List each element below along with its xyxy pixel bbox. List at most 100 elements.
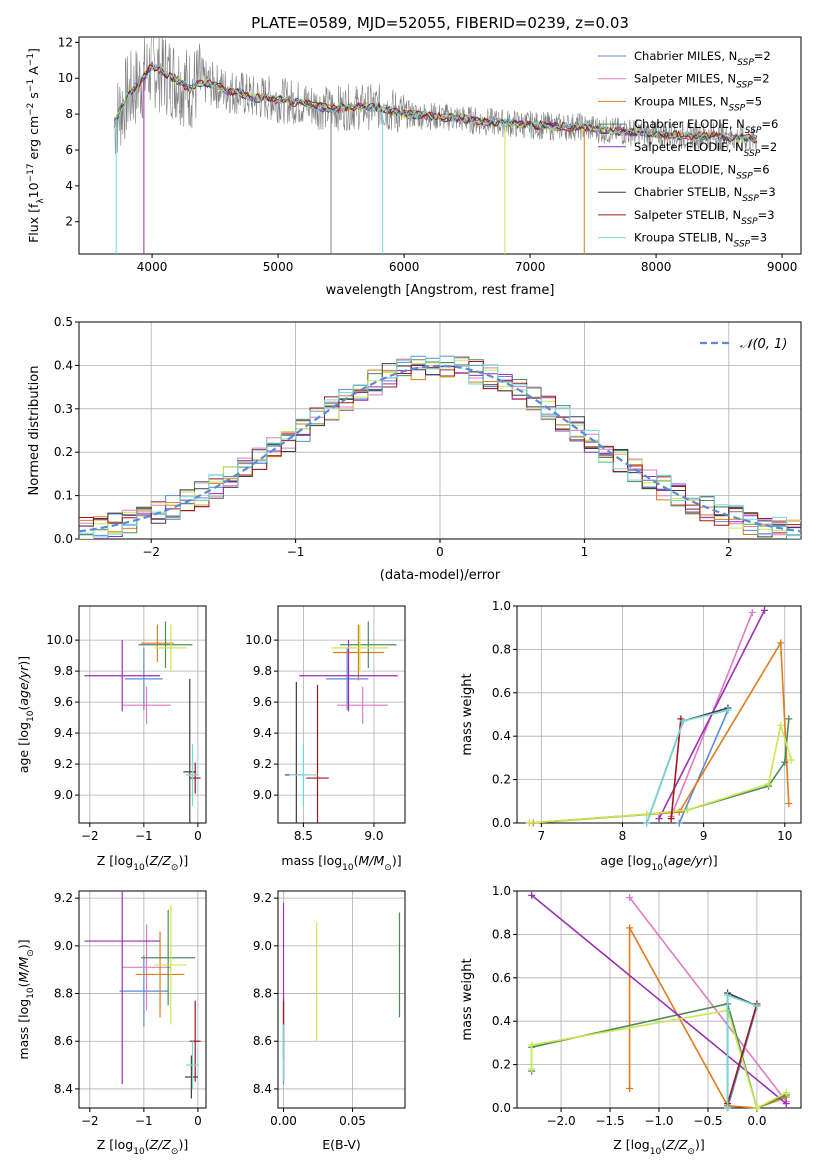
x-tick-label: 0 [194,1114,202,1128]
axes-frame [78,890,207,1109]
label-fragment: Salpeter MILES, N [634,72,736,86]
weight-marker [675,819,683,827]
y-tick-label: 8.4 [54,1082,73,1096]
y-tick-label: 9.4 [54,726,73,740]
x-axis-label: mass [log10(M/M⊙)] [281,853,401,873]
label-fragment: Z/Z [665,1137,688,1152]
y-tick-label: 0.4 [492,729,511,743]
weight-marker [753,1104,761,1112]
label-fragment: Kroupa ELODIE, N [634,163,736,177]
weight-marker [724,1104,732,1112]
y-tick-label: 1.0 [492,599,511,613]
label-fragment: Z [log [97,853,133,868]
label-fragment: 10 [133,863,145,873]
y-tick-label: 8.8 [253,987,272,1001]
y-tick-label: 9.0 [54,939,73,953]
label-fragment: 10 [133,1147,145,1157]
y-tick-label: 4 [65,179,73,193]
y-tick-label: 8.6 [54,1034,73,1048]
label-fragment: )] [708,853,718,868]
y-tick-label: 9.2 [54,891,73,905]
residuals-panel: −2 −1 0 1 2 0.0 0.1 0.2 0.3 0.4 0.5 (data-model)/er… [27,315,802,583]
weight-lines [528,891,790,1112]
label-fragment: SSP [742,194,759,204]
label-fragment: )] [392,853,402,868]
label-fragment: 10 [26,182,41,198]
x-tick-label: 2 [725,545,733,559]
label-fragment: mass [log [16,999,31,1060]
weight-marker [675,808,683,816]
y-tick-label: 2 [65,215,73,229]
figure-title: PLATE=0589, MJD=52055, FIBERID=0239, z=0… [251,14,629,32]
label-fragment: age [log [16,722,31,773]
label-fragment: Flux [f [26,203,41,243]
y-tick-label: 9.0 [253,939,272,953]
x-tick-label: −1 [287,545,305,559]
label-fragment: SSP [729,103,746,113]
error-bars [285,621,398,823]
weight-marker [785,715,793,723]
y-tick-label: 8.4 [253,1082,272,1096]
weight-marker [683,806,691,814]
histograms [79,355,801,539]
label-fragment: ⊙ [171,1147,179,1157]
weight-marker [724,991,732,999]
y-tick-label: 0.2 [492,773,511,787]
x-axis-label: Z [log10(Z/Z⊙)] [613,1137,704,1157]
y-tick-label: 8.6 [253,1034,272,1048]
y-axis-label-group: Flux [fλ10−17 erg cm−2 s−1 A−1] [26,48,46,243]
axes-frame [78,605,207,824]
spectrum-panel: 4000 5000 6000 7000 8000 9000 2 4 6 8 10 12 waveleng… [26,35,802,298]
axes-frame [516,605,802,824]
x-tick-label: −2 [142,545,160,559]
label-fragment: ( [354,853,359,868]
weight-marker [748,609,756,617]
y-tick-label: 0.8 [492,927,511,941]
label-fragment: 10 [342,863,354,873]
x-axis-label: (data-model)/error [380,568,501,583]
legend: 𝒩(0, 1) [700,337,787,352]
label-fragment: ( [663,853,668,868]
label-fragment: 10 [26,987,36,999]
x-tick-label: −1 [135,829,153,843]
model-spectrum [113,62,758,143]
weight-marker [785,799,793,807]
label-fragment: ( [16,982,31,987]
weight-marker [626,924,634,932]
x-tick-label: 5000 [263,260,294,274]
y-tick-label: 9.8 [253,664,272,678]
label-fragment: ( [145,1137,150,1152]
label-fragment: ⊙ [171,863,179,873]
normal-curve [79,364,801,533]
y-axis-label: mass [log10(M/M⊙)] [16,939,36,1059]
label-fragment: SSP [744,149,761,159]
weight-marker [528,891,536,899]
label-fragment: Salpeter ELODIE, N [634,140,744,154]
legend-label: Chabrier MILES, NSSP=2 [634,49,771,68]
y-tick-label: 0.6 [492,971,511,985]
x-tick-label: −2 [81,829,99,843]
label-fragment: s [26,92,41,103]
y-axis-label-group: Normed distribution [27,366,42,496]
y-tick-label: 0.0 [492,1101,511,1115]
y-tick-label: 0.2 [54,445,73,459]
label-fragment: Z/Z [149,853,172,868]
legend-label: Chabrier ELODIE, NSSP=6 [634,117,778,136]
label-fragment: SSP [736,172,753,182]
y-tick-label: 9.2 [253,891,272,905]
weight-marker [782,1100,790,1108]
y-tick-label: 0.3 [54,402,73,416]
legend: Chabrier MILES, NSSP=2 Salpeter MILES, N S… [598,49,778,250]
y-axis-label-group: mass weight [460,958,475,1040]
y-tick-label: 9.8 [54,664,73,678]
y-tick-label: 6 [65,143,73,157]
label-fragment: E(B-V) [322,1137,361,1152]
y-tick-label: 8 [65,107,73,121]
x-tick-label: 4000 [137,260,168,274]
x-axis-label: E(B-V) [322,1137,361,1152]
x-tick-label: 1 [581,545,589,559]
weight-line [670,718,682,819]
weight-line [628,897,787,1102]
weight-marker [655,815,663,823]
